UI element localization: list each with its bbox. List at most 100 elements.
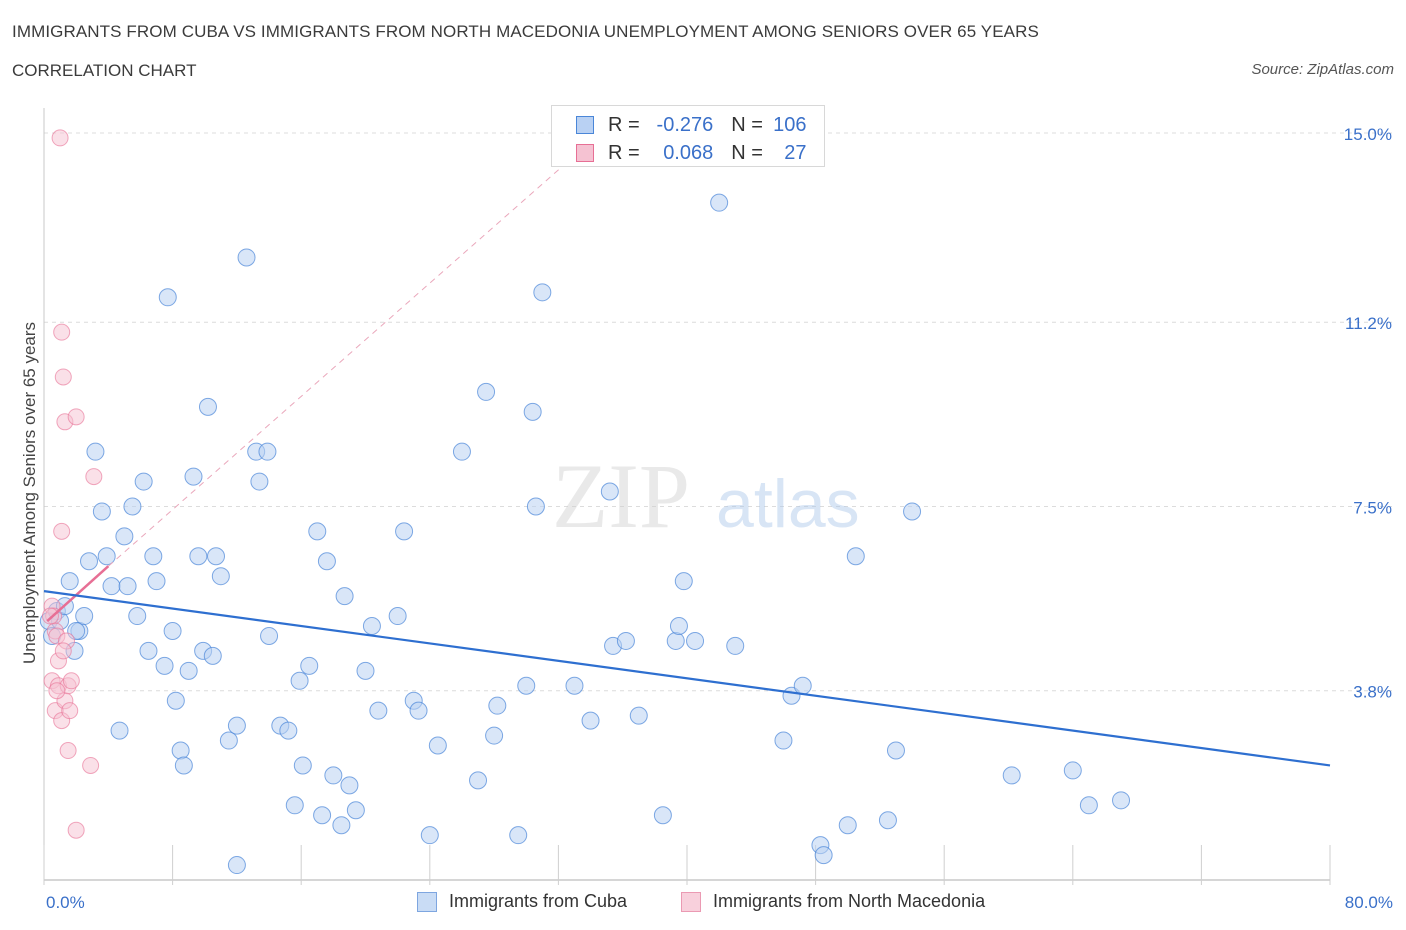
cuba-point-20 bbox=[139, 641, 158, 660]
series-legend: Immigrants from Cuba Immigrants from Nor… bbox=[0, 889, 1406, 915]
macedonia-point-12 bbox=[54, 368, 72, 386]
cuba-point-66 bbox=[420, 826, 439, 845]
legend-row-cuba: R = -0.276 N = 106 bbox=[576, 113, 807, 137]
axes bbox=[43, 108, 1331, 885]
cuba-point-71 bbox=[485, 726, 504, 745]
cuba-point-15 bbox=[115, 527, 134, 546]
cuba-point-22 bbox=[147, 572, 166, 591]
cuba-swatch bbox=[417, 891, 437, 912]
cuba-point-61 bbox=[369, 701, 388, 720]
cuba-point-31 bbox=[189, 547, 208, 566]
cuba-point-54 bbox=[324, 766, 343, 785]
legend-label-cuba: Immigrants from Cuba bbox=[449, 891, 628, 911]
macedonia-point-11 bbox=[53, 323, 71, 341]
cuba-point-16 bbox=[118, 577, 137, 596]
legend-row-macedonia: R = 0.068 N = 27 bbox=[576, 141, 807, 165]
cuba-point-52 bbox=[313, 806, 332, 825]
cuba-point-50 bbox=[300, 656, 319, 675]
cuba-point-80 bbox=[600, 482, 619, 501]
legend-item-cuba[interactable]: Immigrants from Cuba bbox=[417, 891, 627, 912]
cuba-point-70 bbox=[477, 382, 496, 401]
n-value-cuba: 106 bbox=[773, 113, 807, 136]
n-label: N = bbox=[731, 141, 763, 164]
cuba-trend-line bbox=[43, 590, 1331, 767]
cuba-point-76 bbox=[526, 497, 545, 516]
macedonia-point-19 bbox=[67, 408, 85, 426]
chart-subtitle: CORRELATION CHART bbox=[12, 61, 197, 80]
cuba-point-48 bbox=[290, 671, 309, 690]
x-tick-label-min: 0.0% bbox=[46, 893, 85, 912]
legend-item-macedonia[interactable]: Immigrants from North Macedonia bbox=[681, 891, 985, 912]
cuba-point-91 bbox=[774, 731, 793, 750]
y-tick-label-1: 7.5% bbox=[1353, 498, 1392, 517]
cuba-point-8 bbox=[75, 607, 94, 626]
macedonia-point-14 bbox=[53, 522, 71, 540]
cuba-point-75 bbox=[523, 402, 542, 421]
cuba-point-36 bbox=[211, 567, 230, 586]
cuba-point-99 bbox=[886, 741, 905, 760]
cuba-point-93 bbox=[793, 676, 812, 695]
macedonia-point-17 bbox=[62, 672, 80, 690]
cuba-point-59 bbox=[356, 661, 375, 680]
cuba-point-100 bbox=[903, 502, 922, 521]
cuba-point-63 bbox=[395, 522, 414, 541]
x-tick-label-max: 80.0% bbox=[1345, 893, 1393, 912]
cuba-point-33 bbox=[198, 397, 217, 416]
cuba-point-27 bbox=[171, 741, 190, 760]
cuba-point-11 bbox=[92, 502, 111, 521]
macedonia-trend-line bbox=[46, 565, 110, 622]
cuba-point-104 bbox=[1112, 791, 1131, 810]
cuba-point-42 bbox=[250, 472, 269, 491]
cuba-point-47 bbox=[285, 796, 304, 815]
cuba-point-51 bbox=[308, 522, 327, 541]
source-credit: Source: ZipAtlas.com bbox=[1251, 61, 1394, 78]
cuba-point-46 bbox=[279, 721, 298, 740]
cuba-point-30 bbox=[184, 467, 203, 486]
cuba-point-55 bbox=[332, 816, 351, 835]
series-cuba-points bbox=[39, 193, 1131, 875]
cuba-point-10 bbox=[86, 442, 105, 461]
chart-title: IMMIGRANTS FROM CUBA VS IMMIGRANTS FROM … bbox=[12, 22, 1039, 41]
r-label: R = bbox=[608, 113, 640, 136]
cuba-point-26 bbox=[166, 691, 185, 710]
macedonia-point-10 bbox=[51, 129, 69, 147]
cuba-point-14 bbox=[110, 721, 129, 740]
cuba-point-72 bbox=[488, 696, 507, 715]
cuba-point-90 bbox=[726, 636, 745, 655]
cuba-point-60 bbox=[362, 617, 381, 635]
cuba-point-49 bbox=[293, 756, 312, 775]
gridlines bbox=[44, 132, 1392, 692]
cuba-point-29 bbox=[179, 661, 198, 680]
cuba-point-89 bbox=[710, 193, 729, 212]
cuba-point-40 bbox=[237, 248, 256, 267]
cuba-point-56 bbox=[335, 587, 354, 606]
cuba-point-44 bbox=[260, 626, 279, 645]
cuba-point-102 bbox=[1063, 761, 1082, 780]
cuba-point-83 bbox=[629, 706, 648, 725]
macedonia-point-20 bbox=[85, 468, 103, 486]
cuba-swatch bbox=[576, 116, 594, 134]
cuba-point-34 bbox=[203, 646, 222, 665]
cuba-point-18 bbox=[128, 607, 147, 626]
cuba-point-88 bbox=[686, 631, 705, 650]
cuba-point-85 bbox=[666, 631, 685, 650]
cuba-point-25 bbox=[163, 621, 182, 640]
cuba-point-35 bbox=[207, 547, 226, 566]
r-value-macedonia: 0.068 bbox=[663, 141, 714, 164]
y-tick-label-2: 11.2% bbox=[1345, 314, 1392, 333]
macedonia-point-18 bbox=[61, 702, 79, 720]
cuba-point-12 bbox=[97, 547, 116, 566]
macedonia-point-25 bbox=[54, 642, 72, 660]
cuba-point-95 bbox=[814, 846, 833, 865]
tick-labels: 3.8% 7.5% 11.2% 15.0% 0.0% 80.0% bbox=[46, 125, 1393, 912]
cuba-point-65 bbox=[409, 701, 428, 720]
watermark-atlas: atlas bbox=[716, 466, 860, 542]
cuba-point-23 bbox=[155, 656, 174, 675]
cuba-point-69 bbox=[469, 771, 488, 790]
cuba-point-21 bbox=[144, 547, 163, 566]
cuba-point-57 bbox=[340, 776, 359, 795]
watermark-zip: ZIP bbox=[552, 445, 690, 547]
cuba-point-38 bbox=[227, 716, 246, 735]
cuba-point-97 bbox=[846, 547, 865, 566]
